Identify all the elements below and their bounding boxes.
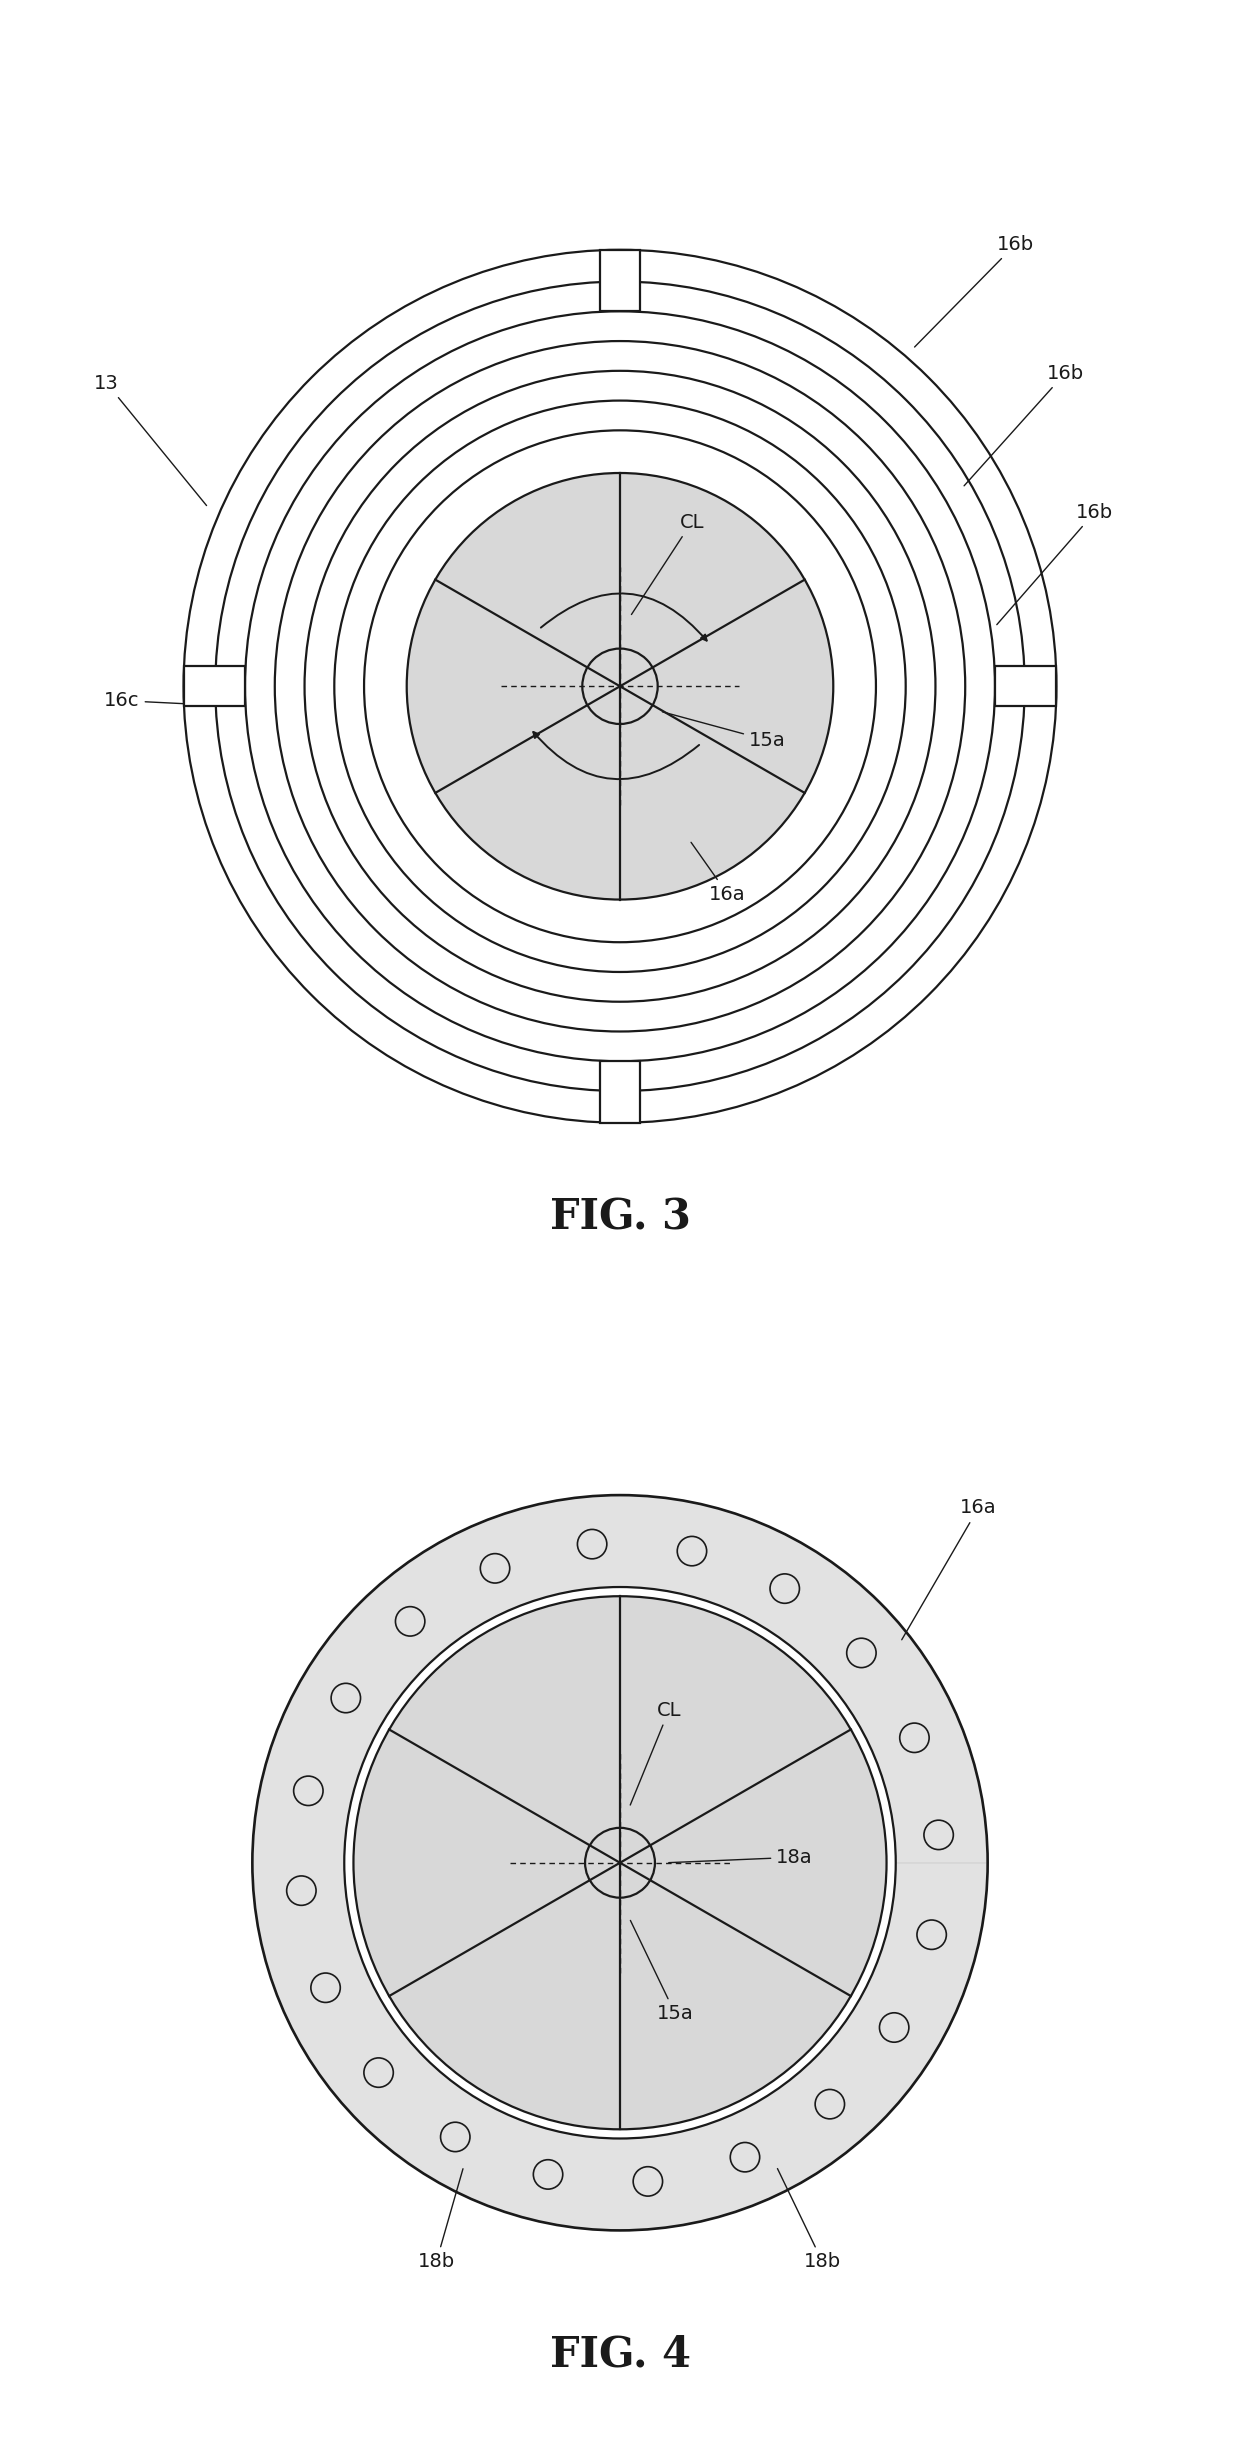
Text: CL: CL [630,1701,681,1804]
Text: FIG. 3: FIG. 3 [549,1196,691,1238]
Text: FIG. 4: FIG. 4 [549,2333,691,2375]
Polygon shape [253,1495,987,2230]
Polygon shape [994,667,1056,706]
Wedge shape [435,473,620,686]
Wedge shape [620,1863,851,2130]
Polygon shape [184,667,246,706]
Wedge shape [620,473,805,686]
Text: CL: CL [631,512,704,615]
Polygon shape [600,1061,640,1123]
Wedge shape [620,1730,887,1995]
Text: 15a: 15a [662,711,786,750]
Text: 16a: 16a [691,843,746,904]
Wedge shape [389,1596,620,1863]
Wedge shape [389,1863,620,2130]
Text: 15a: 15a [630,1922,693,2022]
Text: 18a: 18a [668,1848,813,1868]
Wedge shape [353,1730,620,1995]
Wedge shape [620,686,805,900]
Text: 13: 13 [94,373,207,505]
Text: 16b: 16b [963,363,1084,485]
Text: 16b: 16b [997,502,1114,625]
Wedge shape [407,578,620,794]
Text: 18b: 18b [418,2169,463,2272]
Wedge shape [620,578,833,794]
Text: 16b: 16b [915,235,1034,348]
Text: 16a: 16a [901,1498,997,1640]
Text: 18b: 18b [777,2169,841,2272]
Text: 16c: 16c [104,691,231,711]
Polygon shape [600,250,640,311]
Wedge shape [620,1596,851,1863]
Wedge shape [435,686,620,900]
